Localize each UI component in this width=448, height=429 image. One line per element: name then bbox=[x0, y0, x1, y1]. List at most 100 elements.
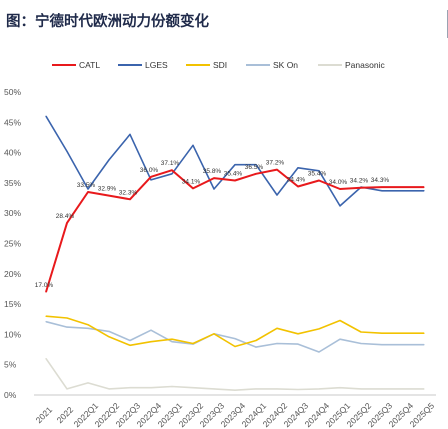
data-point bbox=[402, 190, 404, 192]
data-point bbox=[402, 388, 404, 390]
data-point bbox=[255, 173, 257, 175]
data-point bbox=[381, 332, 383, 334]
series-line-sdi bbox=[45, 315, 424, 348]
data-point bbox=[87, 382, 89, 384]
data-point bbox=[213, 188, 215, 190]
data-point bbox=[360, 331, 362, 333]
data-point bbox=[318, 328, 320, 330]
data-point bbox=[381, 190, 383, 192]
data-point bbox=[66, 150, 68, 152]
data-point bbox=[297, 388, 299, 391]
data-label: 34.0% bbox=[329, 179, 348, 186]
legend-label: Panasonic bbox=[345, 60, 385, 70]
series-line-sk-on bbox=[45, 320, 424, 353]
data-point bbox=[318, 388, 320, 390]
y-tick-label: 35% bbox=[4, 178, 21, 188]
data-point bbox=[129, 339, 131, 342]
data-point bbox=[297, 185, 299, 188]
y-tick-label: 10% bbox=[4, 329, 21, 339]
data-point bbox=[423, 344, 425, 346]
data-point bbox=[234, 345, 236, 348]
legend-label: CATL bbox=[79, 60, 100, 70]
y-tick-label: 45% bbox=[4, 117, 21, 127]
data-point bbox=[129, 198, 131, 200]
y-tick-label: 15% bbox=[4, 299, 21, 309]
data-point bbox=[108, 388, 110, 390]
data-point bbox=[402, 332, 404, 334]
data-point bbox=[66, 388, 68, 390]
data-point bbox=[381, 186, 383, 188]
data-point bbox=[129, 344, 131, 346]
data-point bbox=[339, 319, 341, 322]
data-point bbox=[276, 327, 278, 329]
data-point bbox=[234, 164, 236, 166]
line-chart: CATL LGES SDI SK On Panasonic 0% 5% 10% 15% 20% 2… bbox=[4, 60, 436, 429]
data-point bbox=[108, 336, 110, 338]
data-point bbox=[171, 169, 173, 171]
data-point bbox=[129, 387, 131, 389]
series-lines bbox=[45, 115, 425, 392]
y-tick-label: 0% bbox=[4, 390, 17, 400]
data-point bbox=[360, 342, 362, 345]
data-label: 35.4% bbox=[224, 170, 243, 177]
data-point bbox=[150, 329, 152, 331]
data-point bbox=[108, 195, 110, 197]
page-title: 图：宁德时代欧洲动力份额变化 bbox=[6, 14, 209, 30]
chart-legend: CATL LGES SDI SK On Panasonic bbox=[52, 60, 385, 70]
data-label: 34.3% bbox=[371, 177, 390, 184]
data-point bbox=[297, 333, 299, 335]
data-label: 17.0% bbox=[35, 282, 54, 289]
data-labels: 17.0% 28.4% 33.5%32.9%32.3% 36.0%37.1% 34.1%… bbox=[35, 160, 390, 289]
data-point bbox=[297, 167, 299, 169]
data-point bbox=[276, 342, 278, 345]
data-label: 35.8% bbox=[203, 168, 222, 175]
data-point bbox=[213, 333, 215, 335]
data-label: 36.0% bbox=[140, 167, 159, 174]
data-point bbox=[171, 338, 173, 340]
data-point bbox=[255, 339, 257, 342]
data-point bbox=[45, 321, 47, 323]
data-point bbox=[108, 330, 110, 332]
y-tick-label: 25% bbox=[4, 239, 21, 249]
data-point bbox=[381, 344, 383, 346]
data-point bbox=[297, 343, 299, 345]
data-point bbox=[234, 179, 236, 182]
data-point bbox=[192, 187, 194, 189]
data-point bbox=[87, 188, 89, 190]
y-tick-label: 30% bbox=[4, 208, 21, 218]
y-tick-label: 20% bbox=[4, 269, 21, 279]
data-point bbox=[276, 168, 278, 171]
data-point bbox=[171, 173, 173, 175]
data-point bbox=[192, 144, 194, 146]
data-label: 34.1% bbox=[182, 178, 201, 185]
data-point bbox=[255, 164, 257, 166]
data-label: 36.5% bbox=[245, 164, 264, 171]
data-label: 34.4% bbox=[287, 177, 306, 184]
data-point bbox=[423, 332, 425, 334]
legend-label: SK On bbox=[273, 60, 298, 70]
data-label: 37.2% bbox=[266, 160, 285, 167]
data-point bbox=[339, 338, 341, 340]
data-point bbox=[423, 186, 425, 188]
data-label: 28.4% bbox=[56, 213, 75, 220]
data-point bbox=[45, 315, 47, 317]
data-point bbox=[66, 326, 68, 328]
series-line-panasonic bbox=[45, 358, 424, 392]
data-label: 33.5% bbox=[77, 182, 96, 189]
data-point bbox=[171, 385, 173, 388]
data-point bbox=[150, 387, 152, 389]
data-point bbox=[381, 388, 383, 390]
data-point bbox=[192, 387, 194, 389]
y-axis: 0% 5% 10% 15% 20% 25% 30% 35% 40% 45% 50% bbox=[4, 87, 21, 400]
x-axis: 2021 20222022Q12022Q22022Q32022Q42023Q120… bbox=[34, 394, 436, 429]
data-point bbox=[360, 187, 362, 189]
data-point bbox=[339, 188, 341, 190]
data-point bbox=[192, 342, 194, 345]
data-label: 32.9% bbox=[98, 186, 117, 193]
data-point bbox=[213, 388, 215, 390]
x-tick-label: 2021 bbox=[34, 404, 55, 425]
data-point bbox=[339, 387, 341, 389]
data-point bbox=[255, 346, 257, 348]
data-label: 34.2% bbox=[350, 178, 369, 185]
data-point bbox=[150, 179, 152, 181]
